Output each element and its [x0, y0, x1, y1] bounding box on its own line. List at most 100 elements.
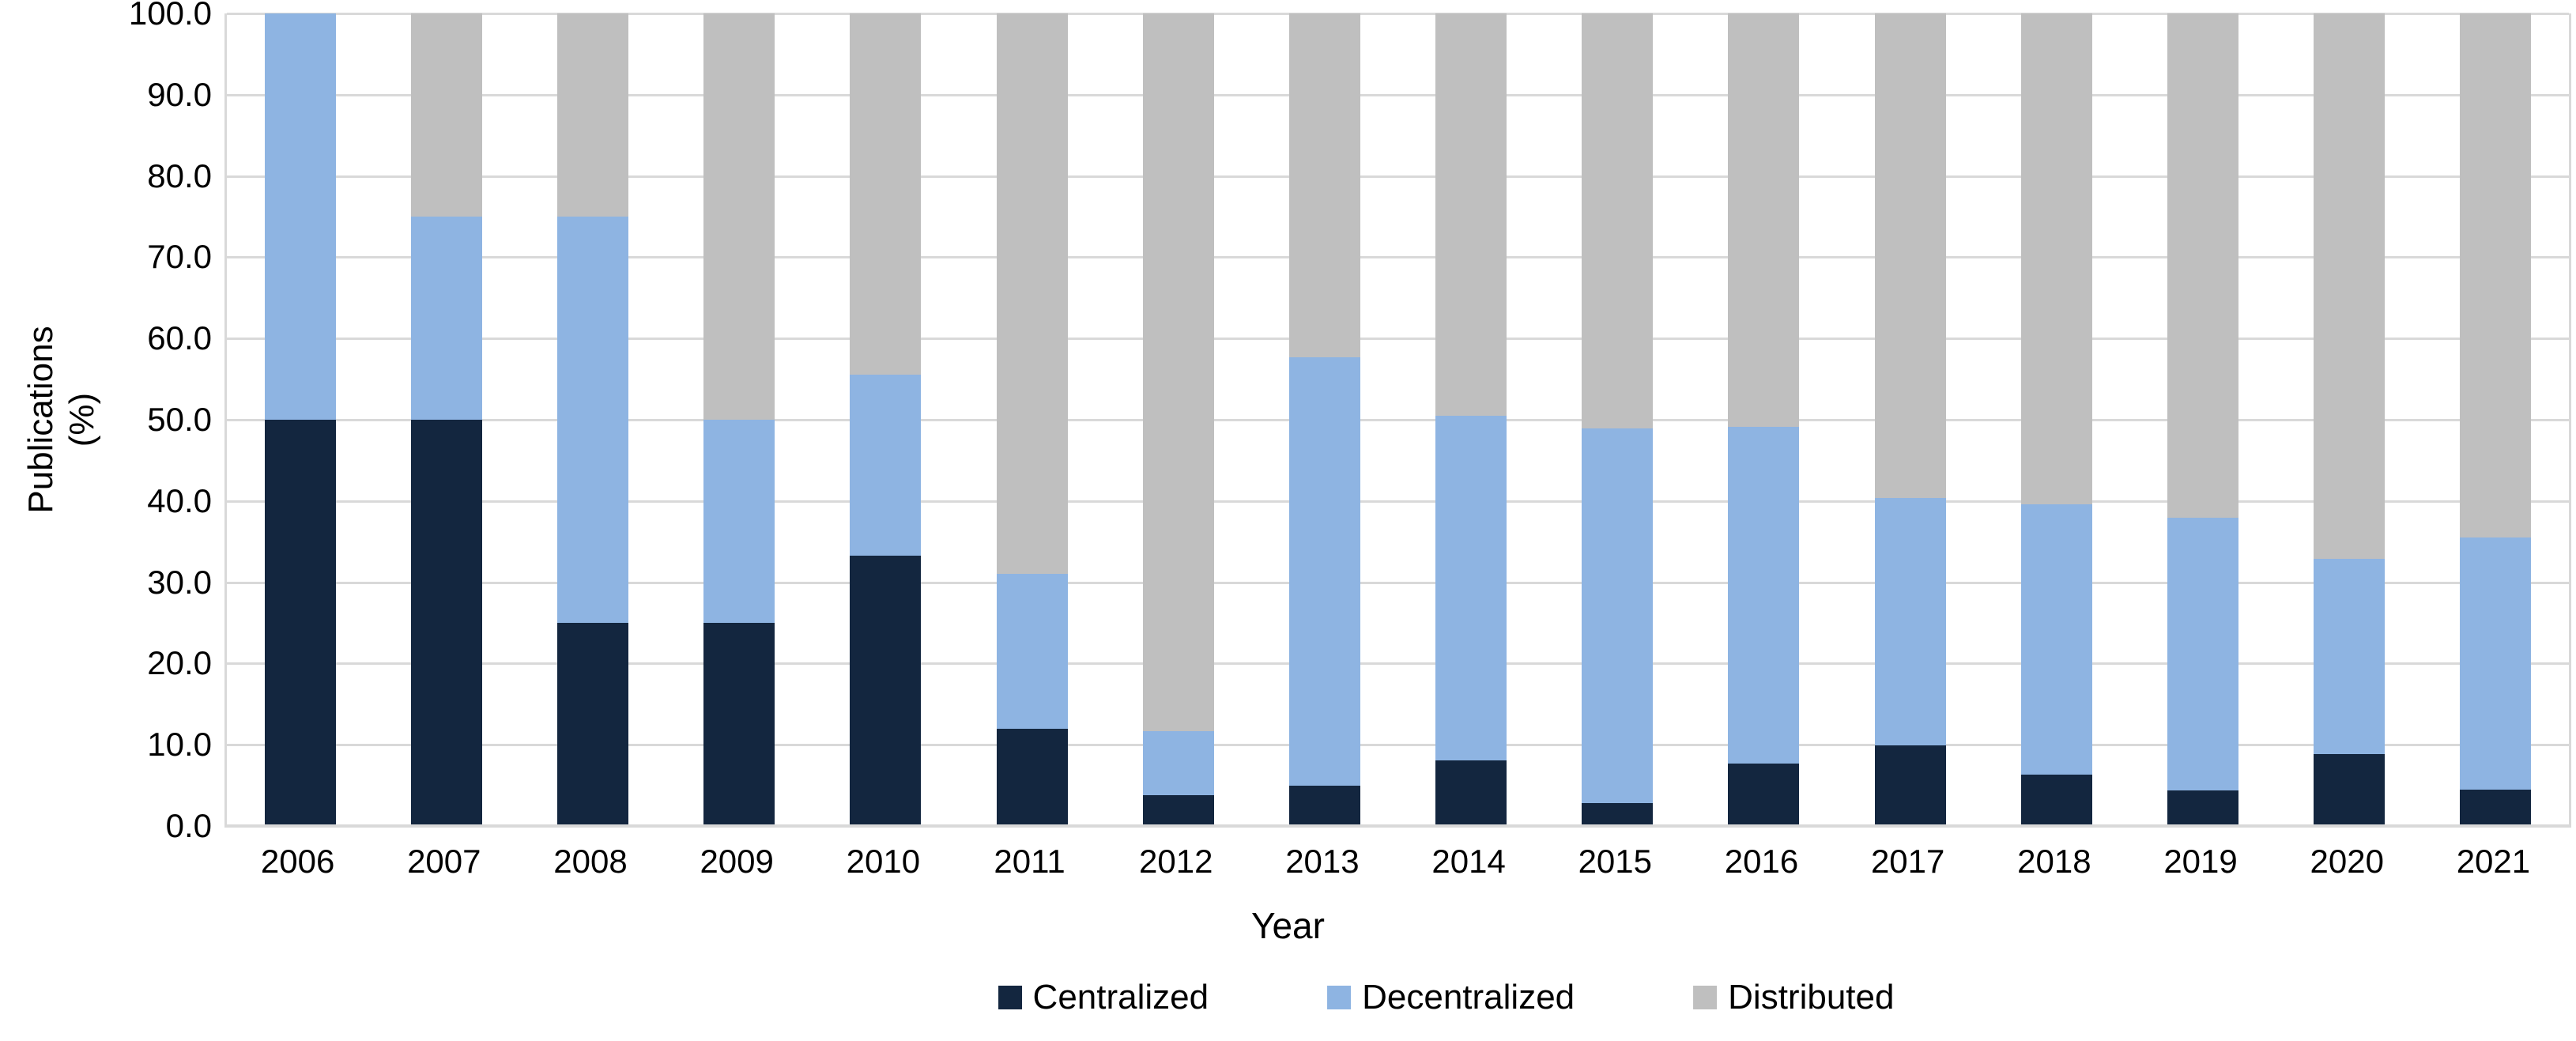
- x-tick-label-2006: 2006: [260, 843, 335, 880]
- bar-2007: [410, 13, 482, 826]
- y-axis-tick-labels: 100.0 90.0 80.0 70.0 60.0 50.0 40.0 30.0 20.0 10.…: [0, 0, 212, 1041]
- bar-slot-2015: [1544, 13, 1691, 826]
- y-tick-label-40.0: 40.0: [147, 481, 212, 519]
- bar-2017: [1874, 13, 1946, 826]
- x-tick-label-2017: 2017: [1870, 843, 1945, 880]
- x-tick-label-2018: 2018: [2017, 843, 2091, 880]
- segment-centralized-2021: [2460, 789, 2532, 826]
- segment-centralized-2015: [1582, 803, 1654, 826]
- segment-centralized-2006: [264, 420, 336, 826]
- bar-slot-2008: [519, 13, 666, 826]
- legend-marker-distributed: [1693, 986, 1718, 1009]
- segment-decentralized-2017: [1874, 497, 1946, 746]
- y-tick-label-80.0: 80.0: [147, 157, 212, 194]
- bar-2019: [2167, 13, 2239, 826]
- x-tick-label-2019: 2019: [2163, 843, 2238, 880]
- bar-slot-2006: [227, 13, 373, 826]
- x-tick-label-2013: 2013: [1285, 843, 1360, 880]
- segment-centralized-2012: [1142, 794, 1214, 826]
- segment-centralized-2007: [410, 420, 482, 826]
- bars-container: [227, 13, 2569, 826]
- segment-decentralized-2011: [996, 574, 1068, 729]
- x-tick-label-2014: 2014: [1431, 843, 1506, 880]
- segment-centralized-2010: [850, 555, 922, 826]
- segment-distributed-2015: [1582, 13, 1654, 429]
- segment-distributed-2020: [2314, 13, 2386, 559]
- gridline-40: [227, 500, 2569, 503]
- bar-slot-2011: [959, 13, 1105, 826]
- segment-distributed-2014: [1435, 13, 1507, 416]
- bar-slot-2010: [813, 13, 959, 826]
- y-tick-label-60.0: 60.0: [147, 319, 212, 357]
- segment-distributed-2007: [410, 13, 482, 217]
- segment-decentralized-2012: [1142, 730, 1214, 795]
- legend: Centralized Decentralized Distributed: [998, 978, 1895, 1016]
- plot-area: [224, 13, 2571, 828]
- gridline-60: [227, 338, 2569, 341]
- x-tick-label-2012: 2012: [1139, 843, 1213, 880]
- x-tick-label-2011: 2011: [994, 843, 1065, 880]
- legend-label-decentralized: Decentralized: [1362, 978, 1575, 1016]
- y-tick-label-50.0: 50.0: [147, 401, 212, 438]
- segment-centralized-2016: [1728, 763, 1800, 826]
- bar-2011: [996, 13, 1068, 826]
- segment-decentralized-2018: [2020, 504, 2092, 775]
- legend-item-decentralized: Decentralized: [1327, 979, 1575, 1016]
- segment-decentralized-2021: [2460, 537, 2532, 790]
- segment-distributed-2010: [850, 13, 922, 375]
- x-tick-label-2007: 2007: [407, 843, 481, 880]
- bar-2006: [264, 13, 336, 826]
- segment-distributed-2021: [2460, 13, 2532, 538]
- y-tick-label-20.0: 20.0: [147, 644, 212, 682]
- segment-decentralized-2019: [2167, 518, 2239, 790]
- segment-centralized-2011: [996, 728, 1068, 826]
- bar-slot-2019: [2129, 13, 2276, 826]
- x-tick-label-2020: 2020: [2310, 843, 2384, 880]
- segment-centralized-2017: [1874, 745, 1946, 826]
- y-tick-label-10.0: 10.0: [147, 726, 212, 764]
- legend-marker-decentralized: [1327, 986, 1352, 1009]
- bar-slot-2020: [2276, 13, 2423, 826]
- bar-slot-2009: [666, 13, 813, 826]
- segment-decentralized-2007: [410, 217, 482, 420]
- bar-slot-2007: [373, 13, 519, 826]
- segment-centralized-2008: [556, 623, 628, 826]
- segment-distributed-2009: [703, 13, 775, 420]
- x-tick-label-2008: 2008: [553, 843, 628, 880]
- bar-slot-2016: [1691, 13, 1837, 826]
- x-axis-title: Year: [1251, 905, 1325, 946]
- bar-slot-2012: [1105, 13, 1251, 826]
- bar-2013: [1288, 13, 1360, 826]
- bar-slot-2017: [1837, 13, 1983, 826]
- segment-centralized-2009: [703, 623, 775, 826]
- x-tick-label-2009: 2009: [700, 843, 774, 880]
- segment-decentralized-2015: [1582, 428, 1654, 804]
- legend-label-distributed: Distributed: [1728, 978, 1895, 1016]
- bar-2008: [556, 13, 628, 826]
- bar-2020: [2314, 13, 2386, 826]
- bar-slot-2021: [2423, 13, 2569, 826]
- segment-centralized-2019: [2167, 790, 2239, 826]
- gridline-50: [227, 419, 2569, 421]
- bar-2010: [850, 13, 922, 826]
- segment-centralized-2018: [2020, 775, 2092, 826]
- gridline-70: [227, 256, 2569, 259]
- segment-decentralized-2010: [850, 375, 922, 556]
- bar-2018: [2020, 13, 2092, 826]
- segment-distributed-2013: [1288, 13, 1360, 357]
- segment-distributed-2018: [2020, 13, 2092, 504]
- segment-distributed-2012: [1142, 13, 1214, 731]
- segment-centralized-2013: [1288, 785, 1360, 826]
- legend-label-centralized: Centralized: [1032, 978, 1209, 1016]
- bar-2016: [1728, 13, 1800, 826]
- gridline-30: [227, 581, 2569, 584]
- legend-marker-centralized: [998, 986, 1022, 1009]
- segment-centralized-2020: [2314, 753, 2386, 826]
- gridline-10: [227, 744, 2569, 747]
- bar-2012: [1142, 13, 1214, 826]
- segment-distributed-2008: [556, 13, 628, 217]
- x-tick-label-2016: 2016: [1724, 843, 1799, 880]
- bar-2009: [703, 13, 775, 826]
- bar-2014: [1435, 13, 1507, 826]
